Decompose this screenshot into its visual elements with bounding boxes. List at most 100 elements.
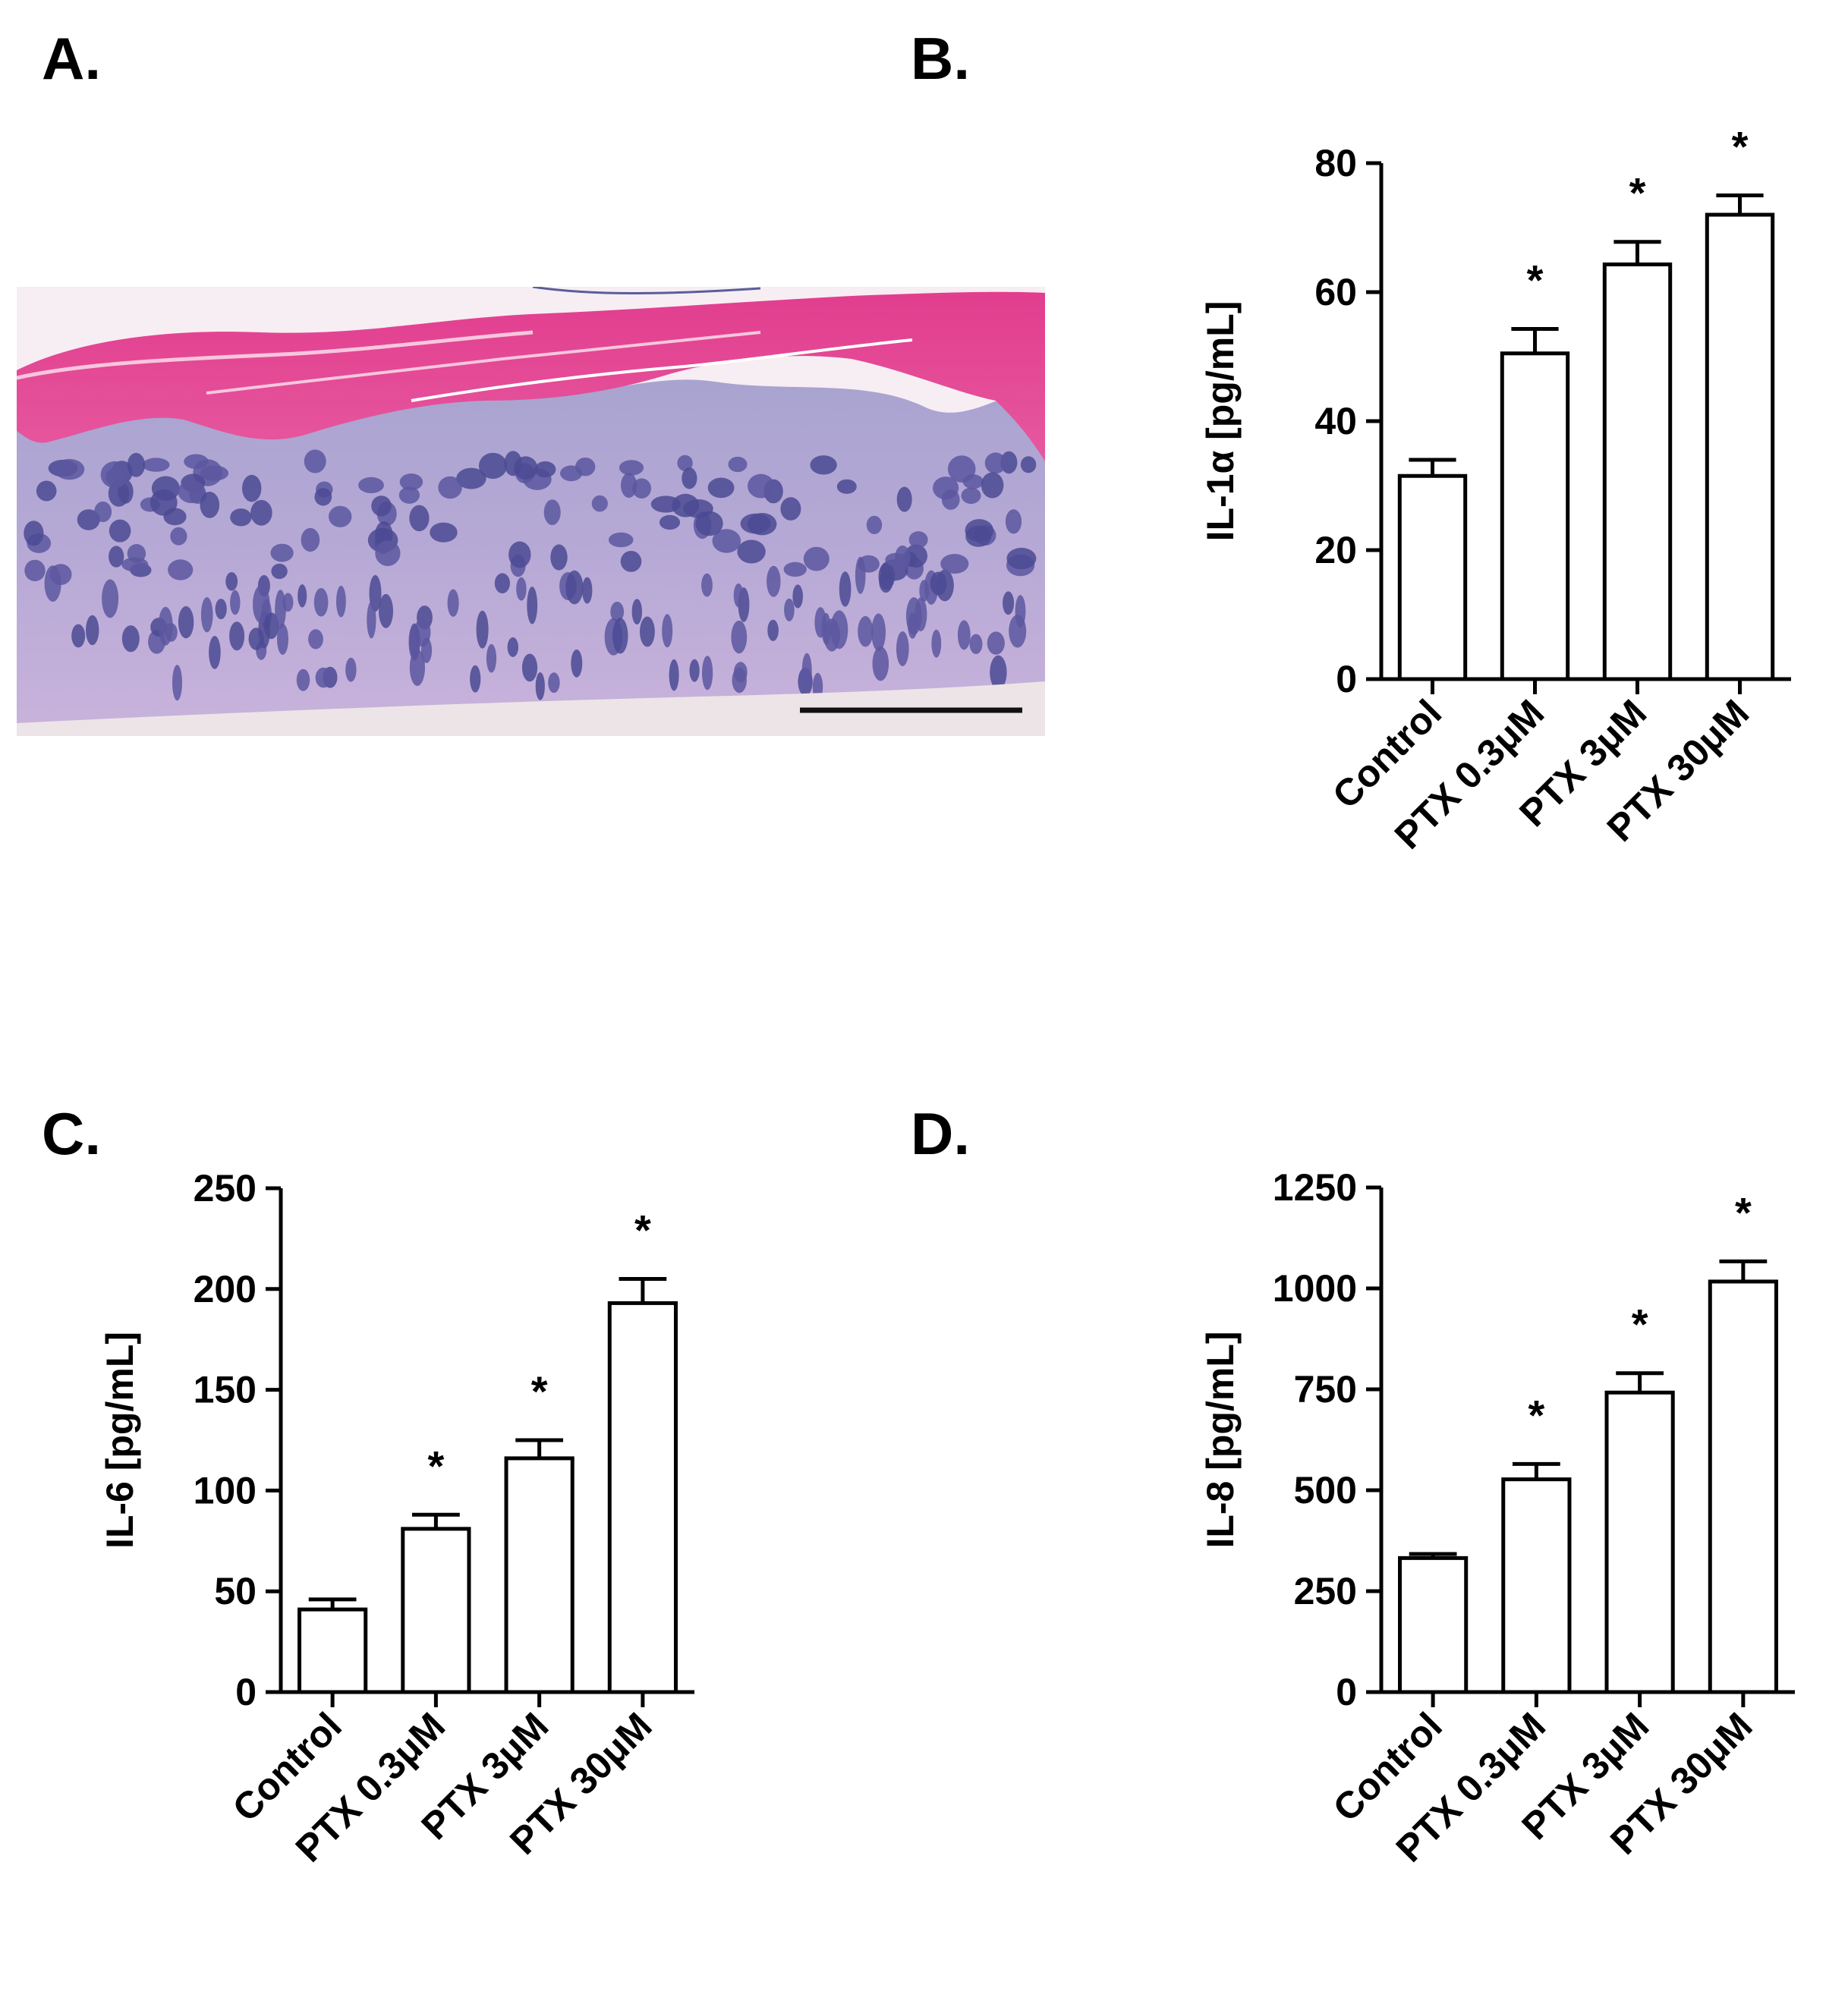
cell-nucleus xyxy=(930,571,947,596)
cell-nucleus xyxy=(102,579,119,618)
cell-nucleus xyxy=(308,629,323,650)
cell-nucleus xyxy=(209,636,221,669)
cell-nucleus xyxy=(565,570,584,605)
cell-nucleus xyxy=(1003,591,1015,615)
cell-nucleus xyxy=(399,473,423,491)
cell-nucleus xyxy=(121,557,149,572)
cell-nucleus xyxy=(969,634,983,654)
cell-nucleus xyxy=(225,572,238,591)
y-tick-label: 60 xyxy=(1314,271,1357,313)
cell-nucleus xyxy=(230,508,252,527)
cell-nucleus xyxy=(534,461,556,478)
cell-nucleus xyxy=(271,563,288,579)
cell-nucleus xyxy=(527,587,538,624)
cell-nucleus xyxy=(810,455,837,475)
cell-nucleus xyxy=(582,577,593,604)
bar xyxy=(504,1456,575,1694)
y-tick-label: 150 xyxy=(194,1369,257,1411)
significance-marker: * xyxy=(1527,256,1544,304)
cell-nucleus xyxy=(535,672,545,700)
cell-nucleus xyxy=(961,487,981,505)
cell-nucleus xyxy=(947,455,976,483)
cell-nucleus xyxy=(253,585,270,624)
cell-nucleus xyxy=(24,521,44,546)
cell-nucleus xyxy=(314,488,332,506)
cell-nucleus xyxy=(783,561,807,577)
cell-nucleus xyxy=(229,621,245,651)
cell-nucleus xyxy=(36,480,57,502)
cell-nucleus xyxy=(379,593,393,628)
cell-nucleus xyxy=(420,637,433,663)
cell-nucleus xyxy=(871,613,886,652)
y-tick-label: 500 xyxy=(1294,1469,1357,1511)
cell-nucleus xyxy=(250,499,272,526)
cell-nucleus xyxy=(650,495,681,513)
cell-nucleus xyxy=(792,584,803,609)
cell-nucleus xyxy=(640,616,655,647)
cell-nucleus xyxy=(248,628,264,650)
bar xyxy=(1397,473,1468,681)
cell-nucleus xyxy=(508,541,531,568)
cell-nucleus xyxy=(733,583,744,608)
cell-nucleus xyxy=(731,620,748,654)
bar xyxy=(1398,1555,1469,1694)
cell-nucleus xyxy=(830,610,848,650)
histology-micrograph xyxy=(17,287,1045,736)
cell-nucleus xyxy=(200,465,229,481)
cell-nucleus xyxy=(109,519,131,543)
cell-nucleus xyxy=(109,546,124,568)
cell-nucleus xyxy=(866,515,883,534)
y-tick-label: 750 xyxy=(1294,1368,1357,1411)
panel-c-label: C. xyxy=(42,1100,101,1167)
cell-nucleus xyxy=(165,623,178,642)
cell-nucleus xyxy=(408,623,420,661)
cell-nucleus xyxy=(270,543,294,562)
y-tick-label: 200 xyxy=(194,1268,257,1310)
cell-nucleus xyxy=(315,667,332,688)
cell-nucleus xyxy=(632,478,651,499)
cell-nucleus xyxy=(345,657,357,682)
cell-nucleus xyxy=(100,461,130,489)
cell-nucleus xyxy=(375,540,401,566)
cell-nucleus xyxy=(984,452,1007,474)
cell-nucleus xyxy=(677,455,693,471)
cell-nucleus xyxy=(780,497,801,521)
bar xyxy=(401,1527,471,1694)
cell-nucleus xyxy=(142,458,170,472)
cell-nucleus xyxy=(168,559,194,580)
significance-marker: * xyxy=(531,1367,548,1415)
y-axis-title: IL-1α [pg/mL] xyxy=(1199,301,1242,542)
cell-nucleus xyxy=(456,467,486,489)
y-tick-label: 50 xyxy=(214,1570,257,1612)
cell-nucleus xyxy=(447,589,459,617)
cell-nucleus xyxy=(1006,547,1037,570)
cell-nucleus xyxy=(933,477,959,500)
y-tick-label: 250 xyxy=(1294,1570,1357,1612)
cell-nucleus xyxy=(478,452,508,480)
cell-nucleus xyxy=(905,597,922,635)
panel-a-label: A. xyxy=(42,25,101,92)
cell-nucleus xyxy=(371,495,392,517)
cell-nucleus xyxy=(476,610,489,649)
cell-nucleus xyxy=(695,511,723,536)
cell-nucleus xyxy=(430,522,458,543)
cell-nucleus xyxy=(940,554,969,574)
cell-nucleus xyxy=(398,486,420,504)
cell-nucleus xyxy=(172,665,182,701)
cell-nucleus xyxy=(275,590,286,629)
cell-nucleus xyxy=(367,601,376,639)
cell-nucleus xyxy=(836,479,857,494)
y-tick-label: 0 xyxy=(235,1671,257,1713)
cell-nucleus xyxy=(702,656,713,690)
cell-nucleus xyxy=(767,619,779,641)
cell-nucleus xyxy=(701,573,713,597)
cell-nucleus xyxy=(298,584,307,608)
cell-nucleus xyxy=(659,514,681,530)
significance-marker: * xyxy=(1528,1391,1544,1439)
y-tick-label: 40 xyxy=(1314,400,1357,442)
cell-nucleus xyxy=(1005,509,1022,534)
cell-nucleus xyxy=(54,458,85,480)
cell-nucleus xyxy=(94,501,112,523)
cell-nucleus xyxy=(550,544,568,571)
